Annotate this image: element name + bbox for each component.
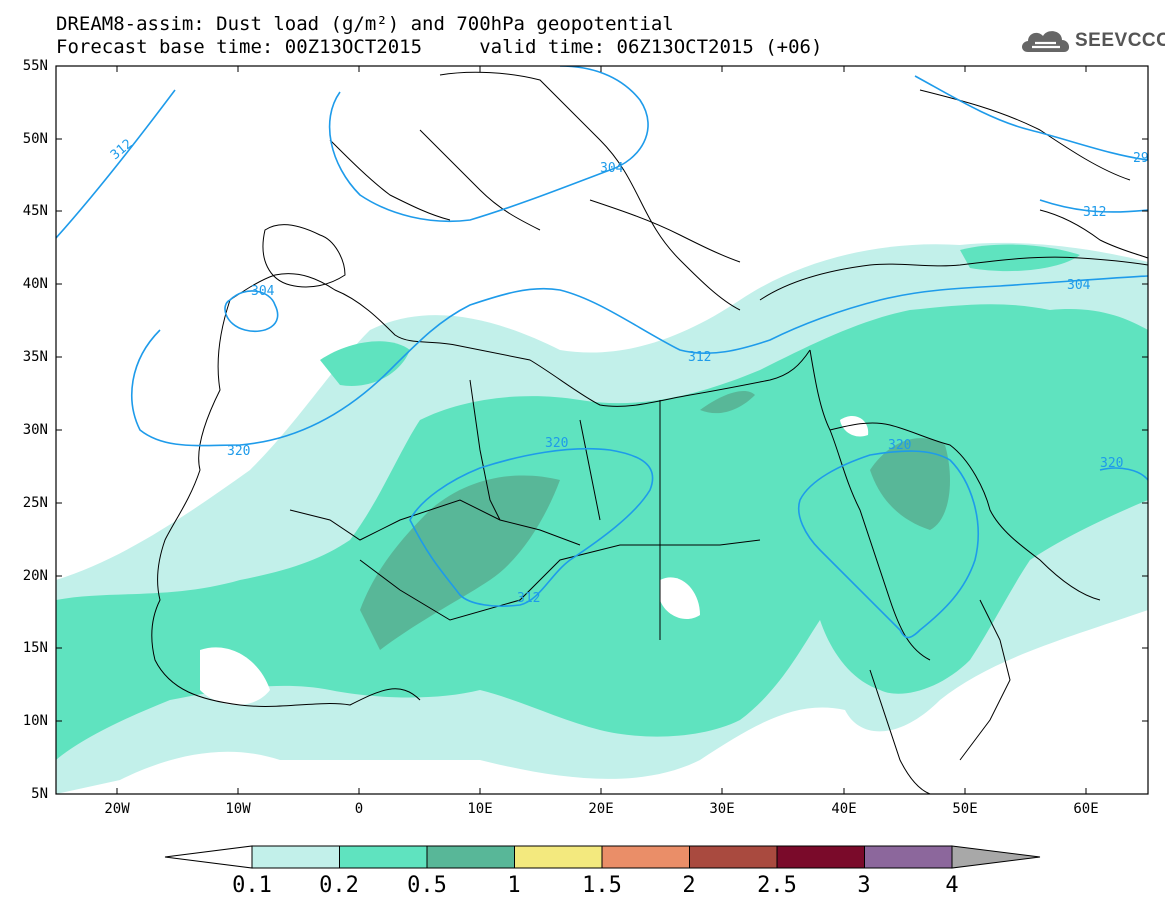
colorbar-swatch (776, 845, 865, 869)
geopotential-contours (56, 66, 1148, 639)
colorbar-label: 1.5 (582, 873, 622, 898)
contour-label: 312 (1083, 205, 1106, 220)
lon-label: 60E (1073, 801, 1099, 817)
contour-labels: 312 304 304 312 320 320 312 320 304 312 … (108, 136, 1149, 606)
clear-patches (200, 415, 869, 705)
contour-label: 304 (600, 161, 624, 176)
colorbar-label: 2 (682, 873, 696, 898)
contour-label: 312 (517, 591, 540, 606)
colorbar (164, 845, 1041, 869)
colorbar-swatch (514, 845, 603, 869)
dust-field-0.5 (360, 390, 950, 650)
colorbar-swatch (601, 845, 690, 869)
colorbar-label: 0.5 (407, 873, 447, 898)
colorbar-low-arrow (164, 845, 253, 869)
lon-label: 40E (831, 801, 857, 817)
lat-label: 35N (22, 349, 48, 365)
lon-label: 10W (225, 801, 251, 817)
colorbar-label: 2.5 (757, 873, 797, 898)
dust-field-0.2 (56, 244, 1148, 760)
colorbar-label: 0.2 (319, 873, 359, 898)
colorbar-swatch (251, 845, 340, 869)
lon-label: 20W (104, 801, 130, 817)
map-subtitle: Forecast base time: 00Z13OCT2015 valid t… (56, 36, 823, 58)
contour-label: 320 (545, 436, 568, 451)
lon-label: 20E (588, 801, 614, 817)
axis-ticks (56, 65, 1148, 794)
colorbar-swatch (339, 845, 428, 869)
contour-label: 312 (108, 136, 136, 163)
lat-label: 5N (31, 786, 48, 802)
colorbar-high-arrow (951, 845, 1041, 869)
contour-label: 320 (888, 438, 911, 453)
lat-label: 10N (22, 713, 48, 729)
lat-label: 20N (22, 568, 48, 584)
colorbar-label: 1 (507, 873, 521, 898)
lat-label: 45N (22, 203, 48, 219)
contour-label: 312 (688, 350, 711, 365)
logo-text: SEEVCCC (1075, 30, 1165, 51)
colorbar-label: 4 (945, 873, 959, 898)
lat-label: 50N (22, 131, 48, 147)
lat-label: 30N (22, 422, 48, 438)
colorbar-label: 3 (857, 873, 871, 898)
colorbar-swatch (864, 845, 953, 869)
contour-label: 320 (227, 444, 250, 459)
lon-label: 50E (952, 801, 978, 817)
contour-label: 304 (251, 284, 275, 299)
contour-label: 29 (1133, 151, 1149, 166)
contour-label: 320 (1100, 456, 1123, 471)
contour-label: 304 (1067, 278, 1091, 293)
cloud-icon (1022, 31, 1070, 52)
lon-label: 0 (354, 801, 364, 817)
map-title: DREAM8-assim: Dust load (g/m²) and 700hP… (56, 13, 674, 35)
lat-label: 40N (22, 276, 48, 292)
lon-label: 10E (467, 801, 493, 817)
lat-label: 25N (22, 495, 48, 511)
lat-label: 15N (22, 640, 48, 656)
colorbar-swatch (426, 845, 515, 869)
colorbar-swatch (689, 845, 778, 869)
colorbar-label: 0.1 (232, 873, 272, 898)
lat-label: 55N (22, 58, 48, 74)
coastlines (56, 66, 1148, 794)
lon-label: 30E (709, 801, 735, 817)
